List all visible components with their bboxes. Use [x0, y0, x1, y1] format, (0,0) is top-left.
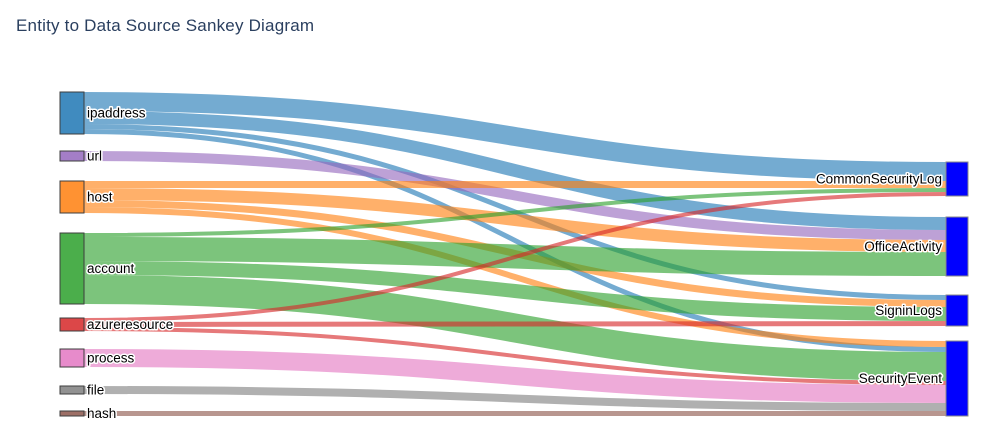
sankey-node-file[interactable]	[59, 385, 85, 395]
sankey-node-SecurityEvent[interactable]	[945, 340, 969, 417]
sankey-link-ipaddress-CommonSecurityLog[interactable]	[83, 92, 947, 181]
sankey-link-host-OfficeActivity[interactable]	[83, 188, 947, 252]
node-label-process: process	[87, 351, 135, 366]
sankey-node-ipaddress[interactable]	[59, 91, 85, 135]
node-label-file: file	[87, 383, 104, 398]
sankey-link-azureresource-CommonSecurityLog[interactable]	[83, 192, 947, 322]
node-label-SecurityEvent: SecurityEvent	[859, 371, 943, 386]
node-label-azureresource: azureresource	[87, 317, 173, 332]
sankey-link-azureresource-SecurityEvent[interactable]	[83, 327, 947, 385]
sankey-link-azureresource-SigninLogs[interactable]	[83, 321, 947, 327]
sankey-node-hash[interactable]	[59, 410, 85, 417]
sankey-node-CommonSecurityLog[interactable]	[945, 161, 969, 197]
sankey-link-url-OfficeActivity[interactable]	[83, 151, 947, 240]
node-label-ipaddress: ipaddress	[87, 106, 146, 121]
sankey-link-ipaddress-OfficeActivity[interactable]	[83, 111, 947, 230]
sankey-link-process-SecurityEvent[interactable]	[83, 349, 947, 403]
sankey-link-host-SecurityEvent[interactable]	[83, 207, 947, 347]
node-label-host: host	[87, 190, 113, 205]
sankey-node-SigninLogs[interactable]	[945, 294, 969, 327]
sankey-link-file-SecurityEvent[interactable]	[83, 386, 947, 411]
sankey-node-url[interactable]	[59, 150, 85, 162]
node-label-account: account	[87, 261, 135, 276]
sankey-node-OfficeActivity[interactable]	[945, 216, 969, 277]
chart-title: Entity to Data Source Sankey Diagram	[16, 16, 315, 35]
node-label-SigninLogs: SigninLogs	[875, 303, 942, 318]
sankey-node-process[interactable]	[59, 348, 85, 368]
sankey-link-account-CommonSecurityLog[interactable]	[83, 188, 947, 237]
node-label-url: url	[87, 149, 102, 164]
sankey-node-host[interactable]	[59, 180, 85, 214]
sankey-node-account[interactable]	[59, 232, 85, 305]
sankey-link-account-SecurityEvent[interactable]	[83, 275, 947, 381]
node-label-CommonSecurityLog: CommonSecurityLog	[816, 172, 942, 187]
sankey-node-azureresource[interactable]	[59, 317, 85, 332]
node-label-OfficeActivity: OfficeActivity	[864, 239, 942, 254]
sankey-link-account-SigninLogs[interactable]	[83, 261, 947, 321]
node-label-hash: hash	[87, 406, 116, 421]
